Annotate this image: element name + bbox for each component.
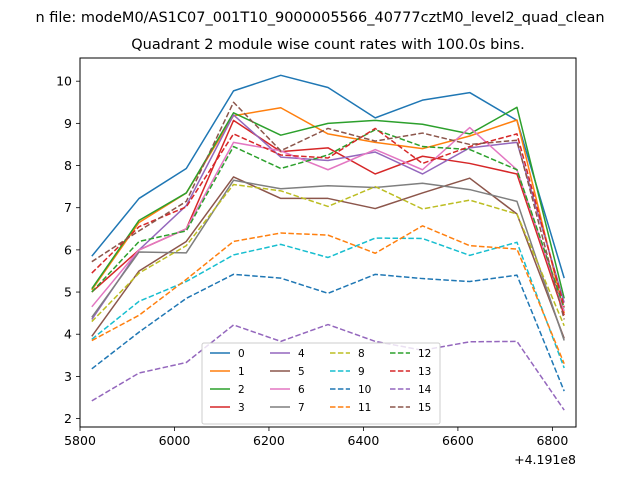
x-tick-label: 6600	[442, 433, 474, 448]
series-line-2	[91, 106, 565, 299]
y-tick-label: 7	[64, 200, 72, 215]
y-tick-label: 3	[64, 369, 72, 384]
series-line-7	[91, 179, 565, 341]
legend-label-14: 14	[418, 384, 432, 396]
axes-frame	[79, 57, 577, 428]
legend-label-9: 9	[358, 366, 365, 378]
legend-label-1: 1	[238, 366, 245, 378]
x-tick-label: 5800	[64, 433, 96, 448]
plot-area: 5800 6000 6200 6400 6600 68002345678910+4.191…	[56, 57, 577, 467]
y-tick-label: 9	[64, 116, 72, 131]
figure-suptitle: n file: modeM0/AS1C07_001T10_9000005566_…	[35, 10, 604, 26]
legend-label-10: 10	[358, 384, 371, 396]
series-line-12	[91, 128, 565, 309]
legend-label-2: 2	[238, 384, 245, 396]
y-tick-label: 10	[56, 74, 72, 89]
legend-label-0: 0	[238, 348, 245, 360]
legend-label-7: 7	[298, 402, 305, 414]
series-line-0	[91, 74, 565, 279]
y-tick-label: 8	[64, 158, 72, 173]
legend-label-3: 3	[238, 402, 245, 414]
legend-label-15: 15	[418, 402, 431, 414]
legend-label-11: 11	[358, 402, 371, 414]
legend-label-5: 5	[298, 366, 305, 378]
chart-title: Quadrant 2 module wise count rates with …	[131, 37, 525, 53]
x-offset-text: +4.191e8	[514, 452, 576, 467]
series-line-8	[91, 183, 565, 327]
series-line-10	[91, 273, 565, 392]
legend-label-12: 12	[418, 348, 431, 360]
legend-box	[201, 342, 441, 425]
legend-label-8: 8	[358, 348, 365, 360]
legend-label-13: 13	[418, 366, 431, 378]
legend-label-6: 6	[298, 384, 305, 396]
x-tick-label: 6200	[253, 433, 285, 448]
x-tick-label: 6800	[536, 433, 568, 448]
series-line-14	[91, 323, 565, 411]
y-tick-label: 4	[64, 327, 72, 342]
legend-label-4: 4	[298, 348, 305, 360]
x-tick-label: 6400	[348, 433, 380, 448]
y-tick-label: 5	[64, 285, 72, 300]
series-line-9	[91, 237, 565, 369]
series-line-11	[91, 225, 565, 365]
y-tick-label: 6	[64, 242, 72, 257]
y-tick-label: 2	[64, 411, 72, 426]
series-line-5	[91, 176, 565, 339]
series-line-4	[91, 114, 565, 320]
series-line-15	[91, 101, 565, 320]
x-tick-label: 6000	[159, 433, 191, 448]
